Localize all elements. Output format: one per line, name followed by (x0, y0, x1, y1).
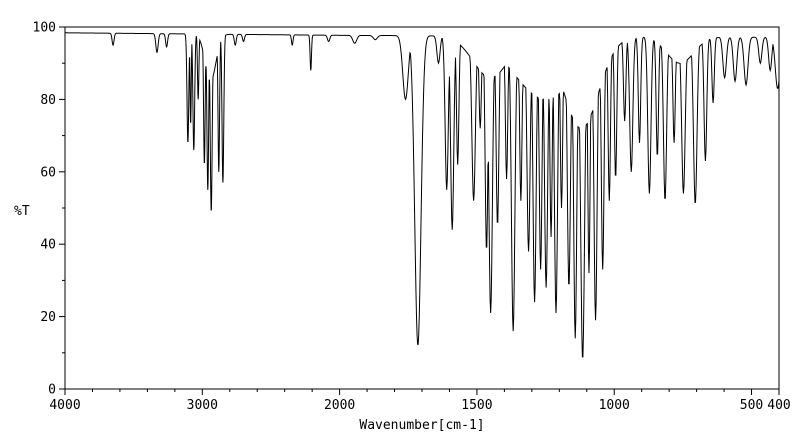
tick-label: 20 (40, 310, 56, 325)
y-axis-label: %T (14, 204, 30, 219)
plot-frame (64, 26, 780, 390)
tick-label: 40 (40, 238, 56, 253)
tick-label: 4000 (49, 398, 80, 413)
tick-label: 60 (40, 165, 56, 180)
tick-label: 80 (40, 93, 56, 108)
spectrum-curve (65, 32, 780, 358)
tick-label: 1000 (599, 398, 630, 413)
tick-label: 0 (48, 383, 56, 398)
tick-label: 400 (767, 398, 790, 413)
axis-ticks (59, 26, 780, 395)
tick-label: 500 (740, 398, 763, 413)
tick-label: 2000 (324, 398, 355, 413)
tick-label: 100 (33, 21, 56, 36)
tick-label: 3000 (187, 398, 218, 413)
x-axis-label: Wavenumber[cm-1] (359, 418, 484, 433)
tick-label: 1500 (461, 398, 492, 413)
